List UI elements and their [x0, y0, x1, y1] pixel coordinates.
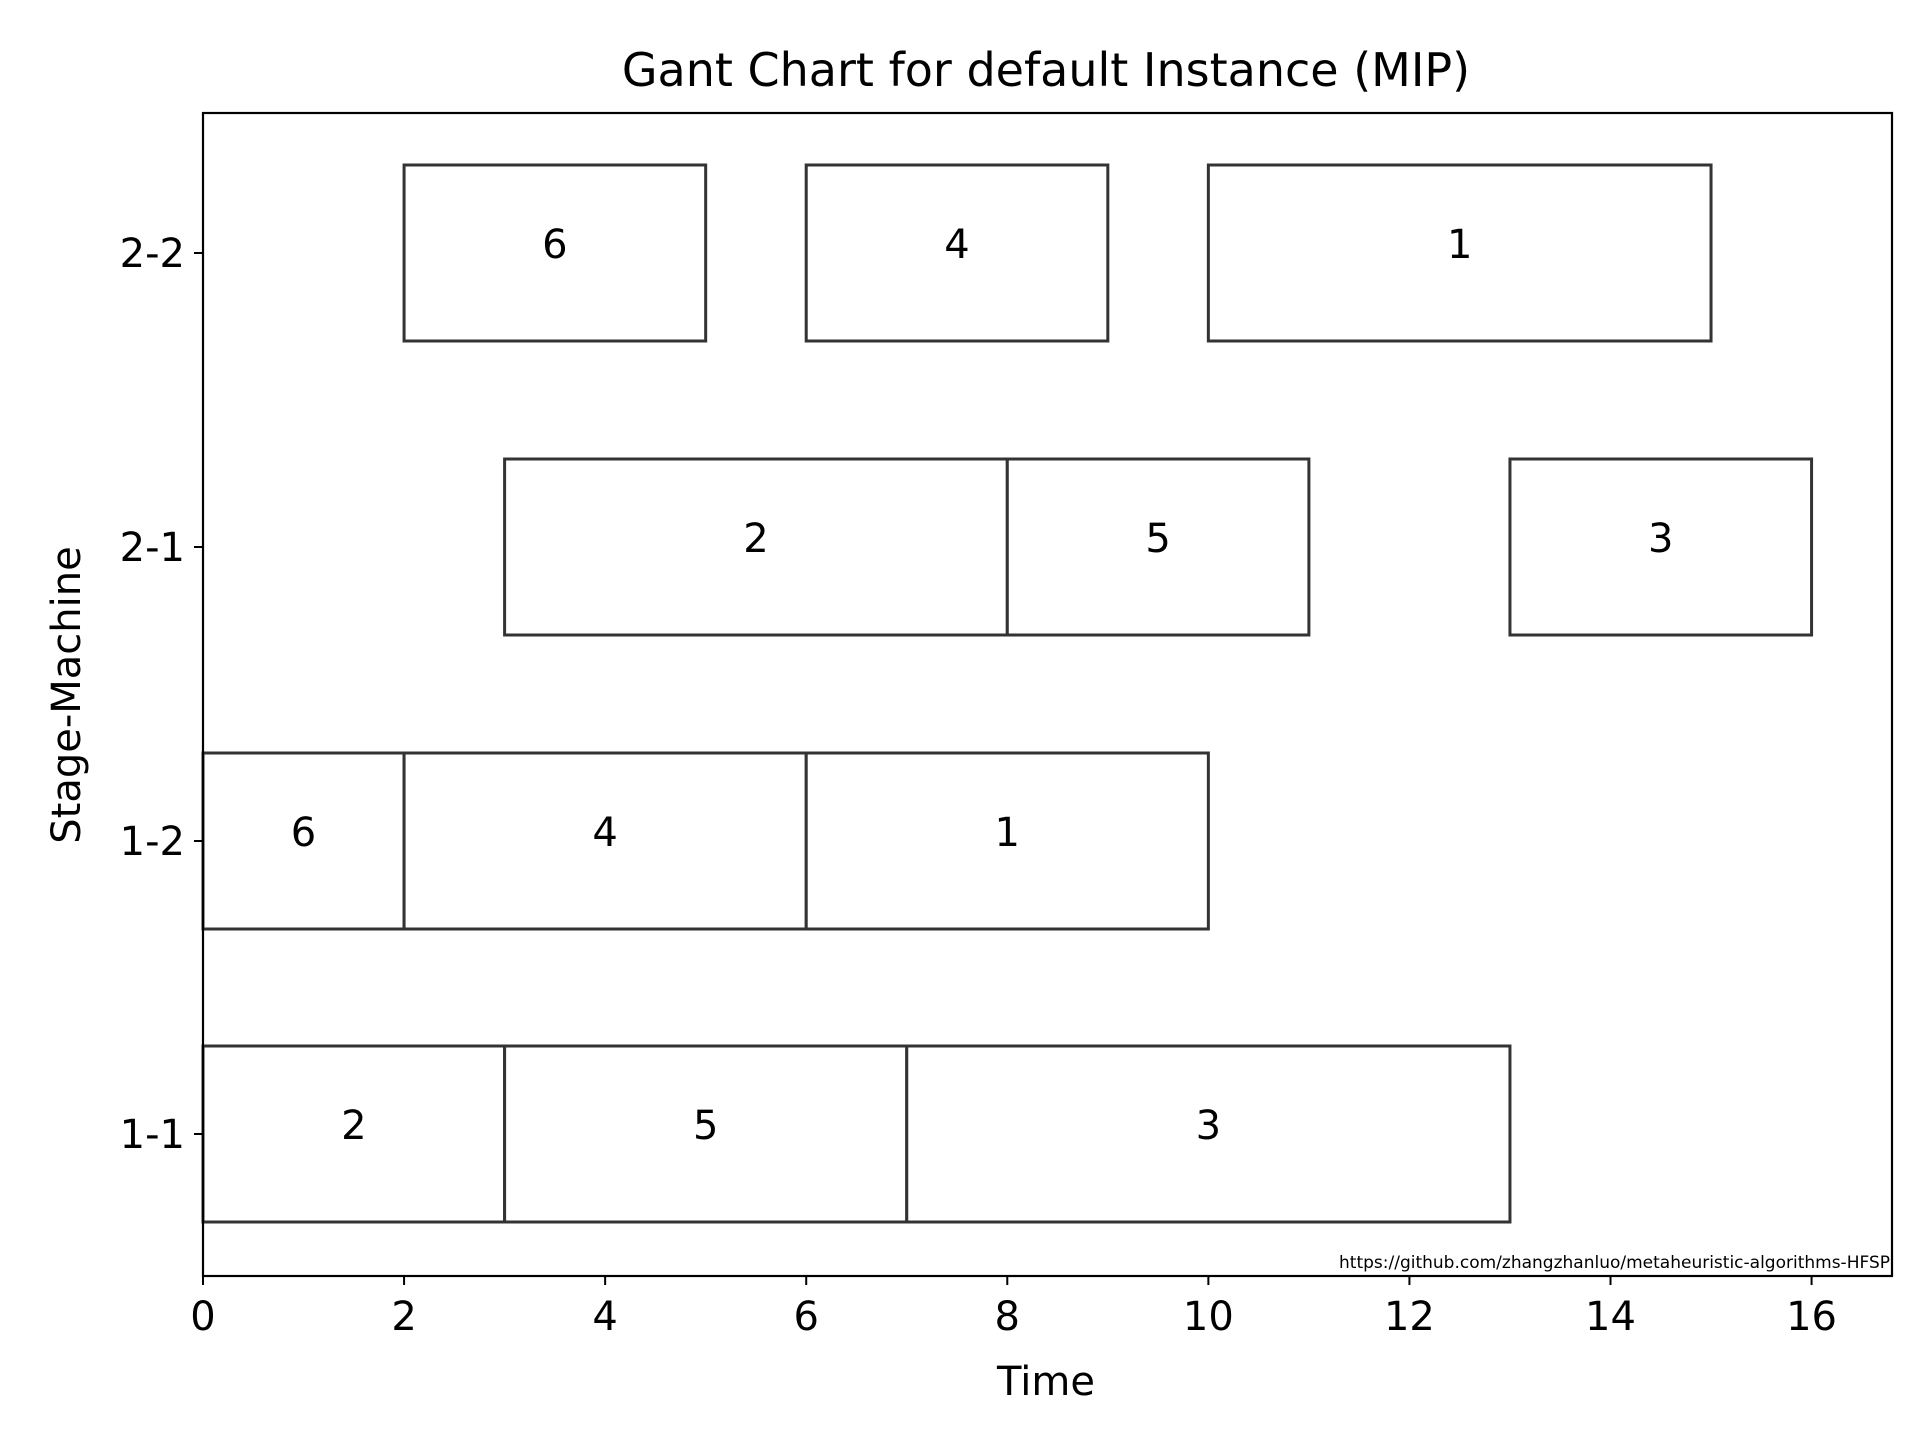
gantt-bar [1005, 457, 1311, 637]
x-tick-label: 2 [391, 1294, 416, 1340]
gantt-bar [804, 751, 1210, 931]
y-tick-label: 2-2 [120, 231, 185, 277]
gantt-bar-label: 1 [1447, 222, 1472, 268]
gantt-bar-label: 5 [1145, 516, 1170, 562]
gantt-bar [402, 163, 708, 343]
x-tick-label: 12 [1384, 1294, 1435, 1340]
x-axis-label: Time [996, 1359, 1095, 1405]
x-axis-ticks: 0 2 4 6 8 10 12 14 16 [190, 1276, 1837, 1340]
gantt-bar [905, 1044, 1512, 1224]
y-tick-label: 1-2 [120, 819, 185, 865]
x-tick-label: 6 [793, 1294, 818, 1340]
y-axis-label: Stage-Machine [44, 546, 90, 843]
gantt-bar [503, 1044, 909, 1224]
gantt-bar-label: 2 [341, 1103, 366, 1149]
gantt-bar-label: 6 [291, 810, 316, 856]
gantt-bar [402, 751, 808, 931]
gantt-bar-label: 3 [1196, 1103, 1221, 1149]
x-tick-label: 8 [995, 1294, 1020, 1340]
gantt-bar-label: 5 [693, 1103, 718, 1149]
gantt-bar [201, 751, 406, 931]
x-tick-label: 4 [592, 1294, 617, 1340]
gantt-bar-label: 4 [944, 222, 969, 268]
y-axis-ticks: 1-1 1-2 2-1 2-2 [120, 231, 203, 1158]
gantt-bar [503, 457, 1009, 637]
bars-layer: 2 5 3 6 4 1 2 5 3 6 4 1 [201, 163, 1814, 1224]
gantt-bar-label: 3 [1648, 516, 1673, 562]
plot-frame [201, 111, 1894, 1278]
gantt-bar-label: 2 [743, 516, 768, 562]
x-tick-label: 16 [1786, 1294, 1837, 1340]
gantt-bar [1508, 457, 1814, 637]
gantt-bar-label: 1 [995, 810, 1020, 856]
y-tick-label: 1-1 [120, 1112, 185, 1158]
gantt-bar-label: 6 [542, 222, 567, 268]
x-tick-label: 14 [1585, 1294, 1636, 1340]
x-tick-label: 10 [1183, 1294, 1234, 1340]
gantt-bar-label: 4 [592, 810, 617, 856]
gantt-bar [804, 163, 1110, 343]
watermark-url: https://github.com/zhangzhanluo/metaheur… [1339, 1253, 1890, 1273]
x-tick-label: 0 [190, 1294, 215, 1340]
y-tick-label: 2-1 [120, 525, 185, 571]
gantt-bar [201, 1044, 507, 1224]
chart-title: Gant Chart for default Instance (MIP) [622, 43, 1470, 97]
gantt-bar [1206, 163, 1713, 343]
